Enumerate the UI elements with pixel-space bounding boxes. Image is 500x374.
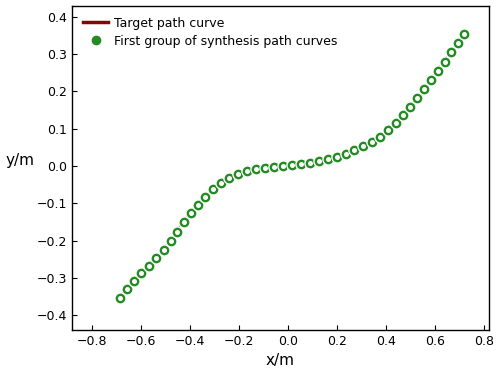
First group of synthesis path curves [146, 264, 152, 268]
First group of synthesis path curves [271, 165, 277, 169]
Target path curve [322, 157, 328, 162]
First group of synthesis path curves [298, 162, 304, 166]
First group of synthesis path curves [160, 248, 166, 252]
First group of synthesis path curves [244, 169, 250, 173]
First group of synthesis path curves [414, 96, 420, 100]
Target path curve [462, 31, 468, 36]
First group of synthesis path curves [352, 148, 358, 153]
First group of synthesis path curves [202, 194, 208, 199]
First group of synthesis path curves [334, 154, 340, 159]
First group of synthesis path curves [235, 171, 241, 176]
First group of synthesis path curves [428, 78, 434, 82]
First group of synthesis path curves [368, 140, 374, 144]
First group of synthesis path curves [181, 220, 187, 224]
First group of synthesis path curves [218, 181, 224, 186]
First group of synthesis path curves [342, 151, 348, 156]
Legend: Target path curve, First group of synthesis path curves: Target path curve, First group of synthe… [78, 12, 343, 53]
First group of synthesis path curves [448, 50, 454, 55]
First group of synthesis path curves [400, 113, 406, 117]
First group of synthesis path curves [435, 68, 441, 73]
Target path curve [453, 43, 459, 47]
First group of synthesis path curves [154, 256, 160, 260]
First group of synthesis path curves [124, 287, 130, 292]
First group of synthesis path curves [188, 211, 194, 215]
Line: Target path curve: Target path curve [120, 34, 464, 298]
First group of synthesis path curves [117, 296, 123, 301]
First group of synthesis path curves [195, 202, 201, 207]
First group of synthesis path curves [377, 135, 383, 139]
First group of synthesis path curves [325, 157, 331, 161]
First group of synthesis path curves [421, 87, 427, 91]
First group of synthesis path curves [385, 128, 391, 133]
First group of synthesis path curves [138, 271, 144, 276]
First group of synthesis path curves [408, 104, 414, 109]
First group of synthesis path curves [174, 229, 180, 234]
First group of synthesis path curves [131, 279, 137, 283]
First group of synthesis path curves [360, 144, 366, 149]
First group of synthesis path curves [168, 239, 173, 243]
Target path curve [400, 114, 406, 118]
First group of synthesis path curves [393, 121, 399, 125]
Line: First group of synthesis path curves: First group of synthesis path curves [114, 28, 470, 304]
First group of synthesis path curves [289, 163, 295, 168]
X-axis label: x/m: x/m [266, 353, 295, 368]
Target path curve [304, 161, 310, 166]
First group of synthesis path curves [462, 31, 468, 36]
First group of synthesis path curves [210, 187, 216, 191]
Y-axis label: y/m: y/m [6, 153, 34, 168]
Target path curve [282, 164, 288, 168]
First group of synthesis path curves [253, 166, 259, 171]
Target path curve [117, 296, 123, 301]
First group of synthesis path curves [455, 41, 461, 45]
Target path curve [280, 164, 286, 169]
First group of synthesis path curves [226, 176, 232, 180]
First group of synthesis path curves [262, 165, 268, 170]
First group of synthesis path curves [280, 164, 286, 169]
First group of synthesis path curves [442, 59, 448, 64]
First group of synthesis path curves [307, 160, 313, 165]
First group of synthesis path curves [316, 159, 322, 163]
